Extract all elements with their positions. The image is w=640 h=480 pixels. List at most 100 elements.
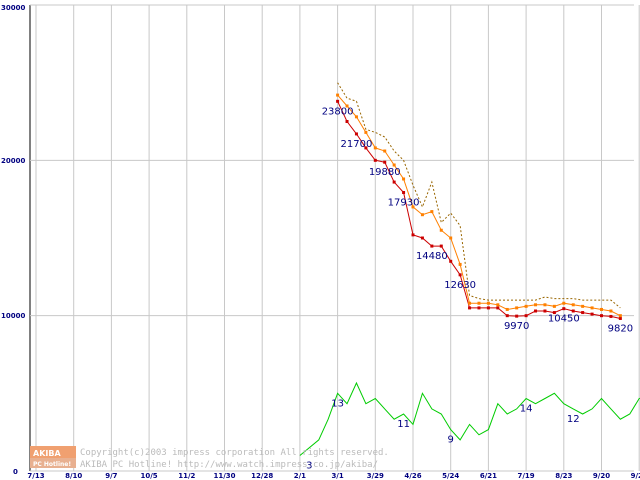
x-tick-label: 11/30 — [213, 472, 235, 480]
data-label: 10450 — [548, 314, 580, 325]
y-tick-label: 30000 — [1, 4, 25, 12]
min-price-line — [337, 101, 621, 319]
x-tick-label: 3/1 — [331, 472, 343, 480]
min-price-point — [354, 132, 358, 136]
avg-price-point — [449, 236, 453, 240]
copyright-text: Copyright(c)2003 impress corporation All… — [80, 448, 389, 458]
min-price-point — [364, 146, 368, 150]
avg-price-point — [486, 301, 490, 305]
x-tick-label: 5/24 — [442, 472, 459, 480]
min-price-point — [496, 306, 500, 310]
min-price-point — [505, 314, 509, 318]
min-price-point — [439, 244, 443, 248]
avg-price-point — [524, 304, 528, 308]
avg-price-point — [392, 163, 396, 167]
x-tick-label: 7/19 — [518, 472, 535, 480]
min-price-point — [543, 309, 547, 313]
y-tick-label: 0 — [13, 468, 18, 476]
min-price-point — [402, 190, 406, 194]
x-tick-label: 8/10 — [65, 472, 82, 480]
avg-price-point — [505, 307, 509, 311]
avg-price-point — [383, 149, 387, 153]
svg-text:PC Hotline!: PC Hotline! — [33, 461, 71, 468]
avg-price-point — [590, 306, 594, 310]
avg-price-point — [411, 205, 415, 209]
watermark: AKIBA PC Hotline! Copyright(c)2003 impre… — [30, 446, 389, 470]
min-price-point — [600, 314, 603, 318]
data-label: 14 — [520, 404, 533, 415]
min-price-point — [618, 316, 622, 320]
x-tick-label: 12/28 — [251, 472, 273, 480]
x-tick-label: 9/7 — [105, 472, 117, 480]
data-labels: 23800 21700 19880 17930 14480 12630 9970 10450 9… — [306, 106, 633, 471]
data-label: 9820 — [608, 323, 633, 334]
avg-price-point — [534, 303, 538, 307]
data-label: 9 — [448, 435, 454, 446]
x-axis-ticks: 7/13 8/10 9/7 10/5 11/2 11/30 12/28 2/1 3/1 3/29 4… — [27, 472, 640, 480]
min-price-point — [581, 311, 585, 315]
site-url-text: AKIBA PC Hotline! http://www.watch.impre… — [80, 460, 378, 470]
min-price-point — [571, 309, 575, 313]
min-price-point — [562, 307, 566, 311]
data-label: 12 — [567, 414, 580, 425]
y-tick-label: 10000 — [1, 312, 25, 320]
min-price-point — [458, 273, 462, 277]
avg-price-point — [336, 93, 340, 97]
data-label: 23800 — [322, 106, 354, 117]
min-price-point — [477, 306, 481, 310]
data-label: 12630 — [444, 280, 476, 291]
x-tick-label: 3/29 — [367, 472, 384, 480]
min-price-point — [373, 158, 377, 162]
avg-price-point — [402, 177, 406, 181]
data-label: 13 — [331, 398, 344, 409]
avg-price-point — [562, 301, 566, 305]
x-tick-label: 8/23 — [555, 472, 572, 480]
x-tick-label: 7/13 — [27, 472, 44, 480]
data-label: 19880 — [369, 167, 401, 178]
min-price-point — [383, 160, 387, 164]
avg-price-point — [373, 146, 377, 150]
x-tick-label: 2/1 — [294, 472, 306, 480]
avg-price-point — [609, 309, 613, 313]
avg-price-point — [345, 104, 349, 108]
min-price-point — [449, 259, 453, 263]
min-price-point — [392, 180, 396, 184]
x-tick-label: 9/20 — [593, 472, 610, 480]
akiba-logo: AKIBA PC Hotline! — [30, 446, 76, 468]
x-tick-label: 11/2 — [178, 472, 195, 480]
svg-text:AKIBA: AKIBA — [33, 449, 61, 458]
x-tick-label: 4/26 — [404, 472, 421, 480]
min-price-point — [552, 311, 556, 315]
y-axis-ticks: 30000 20000 10000 0 — [1, 4, 25, 476]
min-price-point — [420, 236, 424, 240]
x-tick-label: 6/21 — [480, 472, 497, 480]
min-price-point — [411, 233, 415, 237]
data-label: 3 — [306, 460, 312, 471]
avg-price-point — [552, 304, 556, 308]
avg-price-point — [468, 301, 472, 305]
data-label: 17930 — [388, 197, 420, 208]
avg-price-point — [581, 304, 585, 308]
avg-price-point — [515, 306, 519, 310]
max-price-line — [337, 82, 621, 309]
avg-price-point — [600, 307, 603, 311]
avg-price-point — [477, 301, 481, 305]
min-price-point — [590, 312, 594, 316]
avg-price-point — [458, 262, 462, 266]
min-price-point — [345, 120, 349, 123]
x-tick-label: 10/5 — [141, 472, 158, 480]
min-price-point — [609, 314, 613, 318]
min-price-point — [468, 306, 472, 310]
min-price-point — [336, 99, 340, 103]
x-tick-label: 9/27 — [631, 472, 640, 480]
y-tick-label: 20000 — [1, 157, 25, 165]
avg-price-point — [420, 213, 424, 217]
avg-price-point — [618, 314, 622, 318]
data-label: 11 — [397, 419, 410, 430]
min-price-point — [515, 314, 519, 318]
avg-price-point — [543, 303, 547, 307]
data-label: 21700 — [341, 139, 373, 150]
shop-count-line — [299, 381, 640, 456]
min-price-point — [430, 244, 434, 248]
